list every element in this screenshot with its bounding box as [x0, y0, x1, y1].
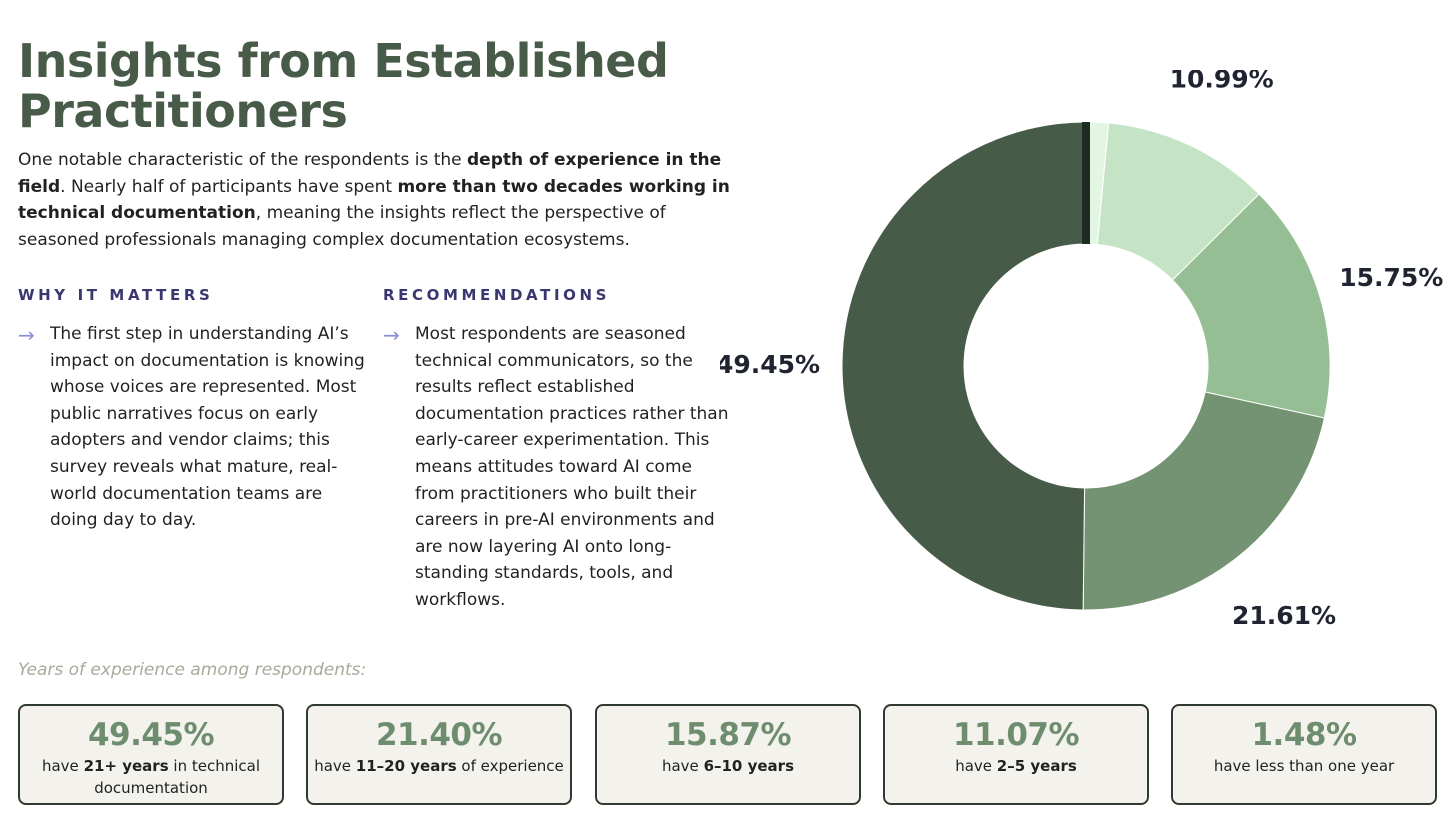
- intro-paragraph: One notable characteristic of the respon…: [18, 147, 730, 253]
- stat-card-value: 15.87%: [664, 717, 792, 753]
- donut-slice: [1171, 193, 1331, 419]
- donut-slice-label: 21.61%: [1232, 601, 1336, 630]
- donut-slice-label: 49.45%: [720, 350, 820, 379]
- stat-card-description: have 2–5 years: [885, 755, 1147, 777]
- stat-card-pre: have less than one year: [1213, 757, 1395, 775]
- donut-slice-label: 10.99%: [1170, 70, 1274, 93]
- stat-card-value: 11.07%: [952, 717, 1080, 753]
- donut-slice-label: 15.75%: [1339, 263, 1443, 292]
- stat-card-value: 21.40%: [375, 717, 503, 753]
- stat-card-pre: have: [661, 757, 704, 775]
- stat-card-description: have 6–10 years: [597, 755, 859, 777]
- stat-card-description: have less than one year: [1173, 755, 1435, 777]
- why-arrow-icon: →: [18, 323, 35, 347]
- stat-card-post: of experience: [456, 757, 564, 775]
- page-title: Insights from Established Practitioners: [18, 34, 669, 138]
- stat-card-pre: have: [314, 757, 356, 775]
- intro-bold-2: more than two decades working in technic…: [18, 176, 730, 224]
- stat-card-post: in technical documentation: [94, 757, 260, 797]
- stat-card-pre: have: [955, 757, 997, 775]
- stat-card-less-than-one: 1.48% have less than one year: [1171, 704, 1437, 805]
- intro-text-3: , meaning the insights reflect the persp…: [18, 203, 666, 250]
- experience-donut-chart: 1.47%10.99%15.75%21.61%49.45%: [720, 70, 1443, 630]
- recommendations-arrow-icon: →: [383, 323, 400, 347]
- why-it-matters-text: The first step in understanding AI’s imp…: [50, 324, 365, 531]
- stat-card-bold: 6–10 years: [703, 757, 794, 775]
- stat-card-description: have 21+ years in technical documentatio…: [20, 755, 282, 799]
- intro-text-2: . Nearly half of participants have spent: [60, 176, 398, 197]
- stat-card-bold: 11–20 years: [355, 757, 457, 775]
- stat-card-bold: 2–5 years: [996, 757, 1077, 775]
- stat-card-value: 1.48%: [1251, 717, 1357, 753]
- donut-slice: [841, 121, 1087, 611]
- why-it-matters-heading: WHY IT MATTERS: [18, 286, 214, 304]
- intro-bold-1: depth of experience in the field: [18, 150, 722, 197]
- stat-card-21-plus: 49.45% have 21+ years in technical docum…: [18, 704, 284, 805]
- stat-card-description: have 11–20 years of experience: [308, 755, 570, 777]
- intro-text-1: One notable characteristic of the respon…: [18, 150, 468, 170]
- stat-card-pre: have: [41, 757, 84, 775]
- donut-slice: [1082, 391, 1325, 611]
- chart-caption: Years of experience among respondents:: [18, 660, 367, 680]
- stat-card-bold: 21+ years: [83, 757, 169, 775]
- recommendations-text: Most respondents are seasoned technical …: [415, 324, 729, 610]
- stat-card-value: 49.45%: [87, 717, 215, 753]
- stat-card-6-10: 15.87% have 6–10 years: [595, 704, 861, 805]
- recommendations-heading: RECOMMENDATIONS: [383, 286, 611, 304]
- stat-card-11-20: 21.40% have 11–20 years of experience: [306, 704, 572, 805]
- stat-card-2-5: 11.07% have 2–5 years: [883, 704, 1149, 805]
